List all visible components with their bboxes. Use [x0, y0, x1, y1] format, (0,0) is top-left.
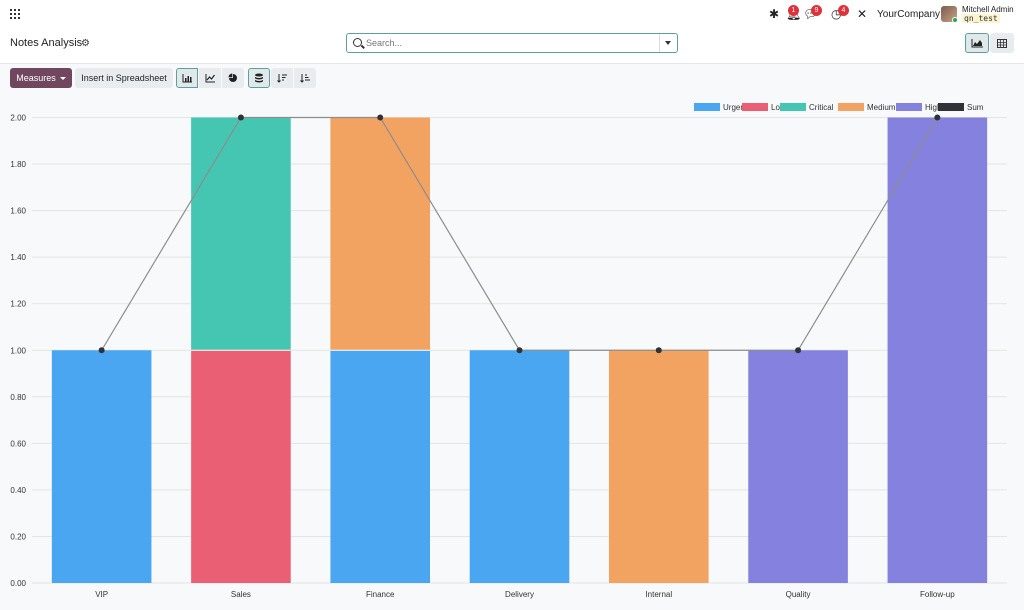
bar-chart-icon [182, 74, 192, 83]
bar-high-follow-up [887, 117, 988, 583]
legend-label-urgent: Urgent [723, 103, 748, 112]
y-tick-label: 2.00 [10, 114, 26, 123]
search-options-toggle[interactable] [659, 34, 677, 52]
line-chart-button[interactable] [199, 68, 221, 88]
sum-point [655, 347, 662, 354]
gear-icon[interactable]: ⚙ [81, 38, 90, 49]
bar-urgent-delivery [469, 350, 570, 583]
x-tick-label: VIP [95, 590, 108, 599]
x-tick-label: Sales [231, 590, 251, 599]
bar-high-quality [748, 350, 848, 583]
x-tick-label: Finance [366, 590, 395, 599]
pivot-view-button[interactable] [990, 33, 1014, 53]
bar-low-sales [191, 350, 291, 583]
stacked-toggle-button[interactable] [248, 68, 270, 88]
x-tick-label: Internal [645, 590, 672, 599]
insert-spreadsheet-button[interactable]: Insert in Spreadsheet [75, 68, 173, 88]
bar-medium-finance [330, 117, 431, 351]
apps-menu-icon[interactable] [10, 9, 20, 19]
online-status-icon [952, 17, 958, 23]
bar-urgent-vip [51, 350, 152, 583]
sort-descending-icon [277, 74, 287, 83]
y-tick-label: 0.20 [10, 532, 26, 541]
measures-label: Measures [16, 73, 56, 83]
legend-swatch-high [896, 103, 922, 111]
sum-point [237, 114, 244, 121]
sort-ascending-icon [300, 74, 310, 83]
y-tick-label: 0.60 [10, 439, 26, 448]
bar-medium-internal [608, 350, 709, 583]
y-tick-label: 0.40 [10, 486, 26, 495]
messages-badge: 9 [811, 5, 822, 16]
y-tick-label: 1.20 [10, 300, 26, 309]
x-tick-label: Follow-up [920, 590, 955, 599]
area-chart-icon [971, 39, 983, 48]
user-name: Mitchell Admin [962, 5, 1014, 14]
bug-icon[interactable]: ✱ [769, 7, 780, 21]
bar-chart-button[interactable] [176, 68, 198, 88]
x-tick-label: Quality [786, 590, 811, 599]
legend-label-low: Low [771, 103, 786, 112]
sum-point [934, 114, 941, 121]
clock-badge: 4 [838, 5, 849, 16]
caret-down-icon [59, 77, 66, 81]
search-icon [353, 38, 362, 47]
tools-icon[interactable]: ✕ [857, 7, 868, 21]
legend-swatch-urgent [694, 103, 720, 111]
database-name: qn_test [962, 14, 1000, 23]
bar-urgent-finance [330, 350, 431, 583]
company-switcher[interactable]: YourCompany [877, 9, 941, 20]
stacked-bar-chart: 0.00 0.20 0.40 0.60 0.80 1.00 1.20 1.40 1.60 1.80… [10, 103, 1007, 599]
sort-descending-button[interactable] [271, 68, 293, 88]
control-panel: Notes Analysis ⚙ [0, 28, 1024, 64]
y-tick-label: 0.80 [10, 393, 26, 402]
graph-toolbar: Measures Insert in Spreadsheet [0, 64, 1024, 96]
search-bar [346, 33, 678, 53]
legend-swatch-medium [838, 103, 864, 111]
sum-point [516, 347, 523, 354]
page-title: Notes Analysis [10, 37, 83, 49]
y-tick-label: 1.60 [10, 207, 26, 216]
graph-view-button[interactable] [965, 33, 989, 53]
sort-ascending-button[interactable] [294, 68, 316, 88]
graph-canvas: 0.00 0.20 0.40 0.60 0.80 1.00 1.20 1.40 1.60 1.80… [0, 96, 1024, 610]
y-tick-label: 1.00 [10, 346, 26, 355]
pie-chart-icon [228, 73, 237, 82]
legend-label-high: High [925, 103, 941, 112]
legend-swatch-sum [938, 103, 964, 111]
y-tick-label: 0.00 [10, 579, 26, 588]
y-tick-label: 1.40 [10, 253, 26, 262]
legend-label-sum: Sum [967, 103, 984, 112]
measures-button[interactable]: Measures [10, 68, 72, 88]
stack-icon [255, 73, 263, 83]
sum-point [377, 114, 384, 121]
activity-badge: 1 [788, 5, 799, 16]
legend-swatch-low [742, 103, 768, 111]
sum-point [98, 347, 105, 354]
legend-swatch-critical [780, 103, 806, 111]
y-tick-label: 1.80 [10, 160, 26, 169]
legend-label-medium: Medium [867, 103, 896, 112]
bar-critical-sales [191, 117, 291, 351]
sum-point [795, 347, 802, 354]
table-icon [997, 39, 1007, 48]
x-tick-label: Delivery [505, 590, 534, 599]
top-navbar: ✱ 🔔︎ 1 💬︎ 9 ◷ 4 ✕ YourCompany Mitchell A… [0, 0, 1024, 28]
legend-label-critical: Critical [809, 103, 834, 112]
clock-icon[interactable]: ◷ [831, 7, 842, 21]
search-input[interactable] [366, 36, 656, 50]
line-chart-icon [205, 74, 215, 83]
pie-chart-button[interactable] [222, 68, 244, 88]
